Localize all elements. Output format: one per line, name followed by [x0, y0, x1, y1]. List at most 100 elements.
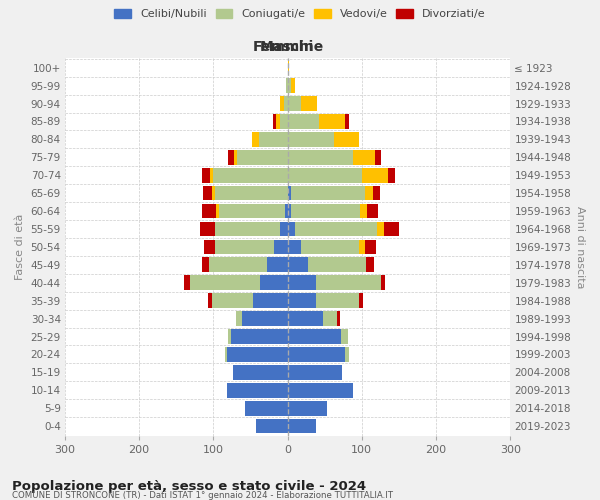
- Bar: [202, 168, 209, 182]
- Bar: [287, 276, 316, 290]
- Bar: [359, 294, 362, 308]
- Bar: [228, 329, 231, 344]
- Bar: [384, 222, 399, 236]
- Text: Femmine: Femmine: [253, 40, 324, 54]
- Bar: [256, 419, 287, 434]
- Bar: [212, 186, 215, 200]
- Bar: [359, 204, 367, 218]
- Y-axis label: Anni di nascita: Anni di nascita: [575, 206, 585, 288]
- Bar: [234, 150, 237, 164]
- Bar: [253, 294, 287, 308]
- Bar: [316, 294, 359, 308]
- Bar: [287, 383, 353, 398]
- Bar: [203, 186, 212, 200]
- Bar: [202, 204, 217, 218]
- Bar: [228, 150, 234, 164]
- Bar: [231, 329, 287, 344]
- Bar: [260, 276, 287, 290]
- Bar: [287, 347, 346, 362]
- Text: COMUNE DI STRONCONE (TR) - Dati ISTAT 1° gennaio 2024 - Elaborazione TUTTITALIA.: COMUNE DI STRONCONE (TR) - Dati ISTAT 1°…: [12, 490, 393, 500]
- Bar: [205, 240, 215, 254]
- Bar: [242, 311, 287, 326]
- Bar: [373, 186, 380, 200]
- Legend: Celibi/Nubili, Coniugati/e, Vedovi/e, Divorziati/e: Celibi/Nubili, Coniugati/e, Vedovi/e, Di…: [111, 6, 489, 22]
- Bar: [287, 96, 301, 111]
- Bar: [287, 132, 334, 146]
- Bar: [215, 186, 287, 200]
- Bar: [259, 132, 287, 146]
- Bar: [301, 96, 317, 111]
- Bar: [365, 240, 376, 254]
- Bar: [280, 222, 287, 236]
- Bar: [284, 204, 287, 218]
- Bar: [381, 276, 385, 290]
- Bar: [287, 150, 353, 164]
- Bar: [346, 347, 349, 362]
- Bar: [375, 150, 381, 164]
- Bar: [200, 222, 215, 236]
- Bar: [224, 347, 227, 362]
- Bar: [308, 258, 366, 272]
- Bar: [284, 96, 287, 111]
- Bar: [287, 186, 291, 200]
- Bar: [209, 168, 214, 182]
- Bar: [190, 276, 260, 290]
- Bar: [233, 365, 287, 380]
- Bar: [359, 240, 365, 254]
- Bar: [377, 222, 384, 236]
- Bar: [334, 132, 359, 146]
- Bar: [287, 78, 291, 93]
- Bar: [316, 276, 381, 290]
- Y-axis label: Fasce di età: Fasce di età: [15, 214, 25, 280]
- Bar: [319, 114, 346, 129]
- Bar: [227, 383, 287, 398]
- Bar: [287, 114, 319, 129]
- Bar: [346, 114, 349, 129]
- Bar: [301, 240, 359, 254]
- Bar: [220, 204, 284, 218]
- Bar: [267, 258, 287, 272]
- Text: Maschi: Maschi: [260, 40, 314, 54]
- Bar: [287, 240, 301, 254]
- Bar: [287, 204, 291, 218]
- Bar: [366, 258, 374, 272]
- Bar: [287, 222, 295, 236]
- Text: Popolazione per età, sesso e stato civile - 2024: Popolazione per età, sesso e stato civil…: [12, 480, 366, 493]
- Bar: [353, 150, 375, 164]
- Bar: [202, 258, 209, 272]
- Bar: [252, 132, 259, 146]
- Bar: [227, 347, 287, 362]
- Bar: [341, 329, 349, 344]
- Bar: [215, 240, 274, 254]
- Bar: [337, 311, 340, 326]
- Bar: [236, 311, 242, 326]
- Bar: [277, 114, 280, 129]
- Bar: [215, 222, 280, 236]
- Bar: [280, 114, 287, 129]
- Bar: [287, 365, 342, 380]
- Bar: [245, 401, 287, 415]
- Bar: [217, 204, 220, 218]
- Bar: [237, 150, 287, 164]
- Bar: [212, 294, 253, 308]
- Bar: [286, 78, 287, 93]
- Bar: [365, 186, 373, 200]
- Bar: [287, 401, 327, 415]
- Bar: [287, 258, 308, 272]
- Bar: [280, 96, 284, 111]
- Bar: [209, 258, 267, 272]
- Bar: [273, 114, 277, 129]
- Bar: [291, 186, 365, 200]
- Bar: [287, 311, 323, 326]
- Bar: [214, 168, 287, 182]
- Bar: [291, 78, 295, 93]
- Bar: [208, 294, 212, 308]
- Bar: [287, 168, 362, 182]
- Bar: [323, 311, 337, 326]
- Bar: [184, 276, 190, 290]
- Bar: [287, 294, 316, 308]
- Bar: [287, 329, 341, 344]
- Bar: [287, 419, 316, 434]
- Bar: [291, 204, 359, 218]
- Bar: [362, 168, 388, 182]
